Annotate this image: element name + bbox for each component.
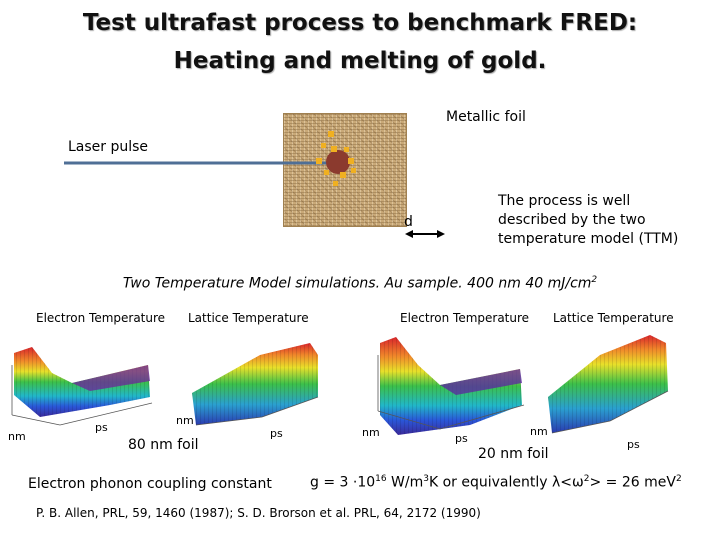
right-electron-temperature-label: Electron Temperature [400, 311, 530, 325]
surface-plots [11, 335, 669, 435]
right-lattice-ps-axis: ps [627, 438, 640, 451]
ttm-description: The process is well described by the two… [498, 192, 698, 249]
laser-spot [326, 150, 350, 174]
eq-part-2: W/m [386, 474, 424, 491]
right-electron-nm-axis: nm [362, 426, 380, 439]
plot-left-lattice [192, 343, 319, 426]
foil-80nm-label: 80 nm foil [128, 437, 199, 453]
left-electron-ps-axis: ps [95, 421, 108, 434]
simulation-subtitle: Two Temperature Model simulations. Au sa… [0, 275, 720, 292]
eq-part-4: > = 26 meV [589, 474, 676, 491]
eq-exp-4: 2 [675, 474, 682, 484]
sparks [316, 131, 356, 186]
subtitle-sup: 2 [591, 275, 598, 285]
plot-right-electron [377, 337, 525, 435]
gold-foil-image [283, 113, 407, 227]
title-line-1: Test ultrafast process to benchmark FRED… [82, 10, 638, 36]
metallic-foil-label: Metallic foil [446, 109, 526, 125]
left-lattice-temperature-label: Lattice Temperature [188, 311, 309, 325]
ttm-line-2: described by the two [498, 212, 646, 228]
right-lattice-temperature-label: Lattice Temperature [553, 311, 674, 325]
left-electron-nm-axis: nm [8, 430, 26, 443]
eq-exp-3: 2 [583, 474, 590, 484]
thickness-label: d [404, 214, 413, 230]
title-line-2: Heating and melting of gold. [173, 48, 547, 74]
plot-left-electron [11, 347, 153, 426]
left-electron-temperature-label: Electron Temperature [36, 311, 166, 325]
reference-citation: P. B. Allen, PRL, 59, 1460 (1987); S. D.… [36, 506, 481, 520]
coupling-label: Electron phonon coupling constant [28, 476, 272, 492]
eq-part-3: K or equivalently λ<ω [428, 474, 584, 491]
ttm-line-3: temperature model (TTM) [498, 231, 679, 247]
eq-part-1: g = 3 ·10 [310, 474, 376, 491]
foil-diagram-overlay [64, 131, 445, 238]
coupling-equation: g = 3 ·1016 W/m3K or equivalently λ<ω2> … [310, 474, 682, 491]
eq-exp-2: 3 [423, 474, 429, 484]
subtitle-text: Two Temperature Model simulations. Au sa… [122, 275, 592, 292]
plot-right-lattice [548, 335, 669, 434]
eq-exp-1: 16 [375, 474, 387, 484]
foil-20nm-label: 20 nm foil [478, 446, 549, 462]
right-electron-ps-axis: ps [455, 432, 468, 445]
left-lattice-ps-axis: ps [270, 427, 283, 440]
laser-pulse-label: Laser pulse [68, 139, 149, 155]
ttm-line-1: The process is well [498, 193, 631, 209]
left-lattice-nm-axis: nm [176, 414, 194, 427]
right-lattice-nm-axis: nm [530, 425, 548, 438]
